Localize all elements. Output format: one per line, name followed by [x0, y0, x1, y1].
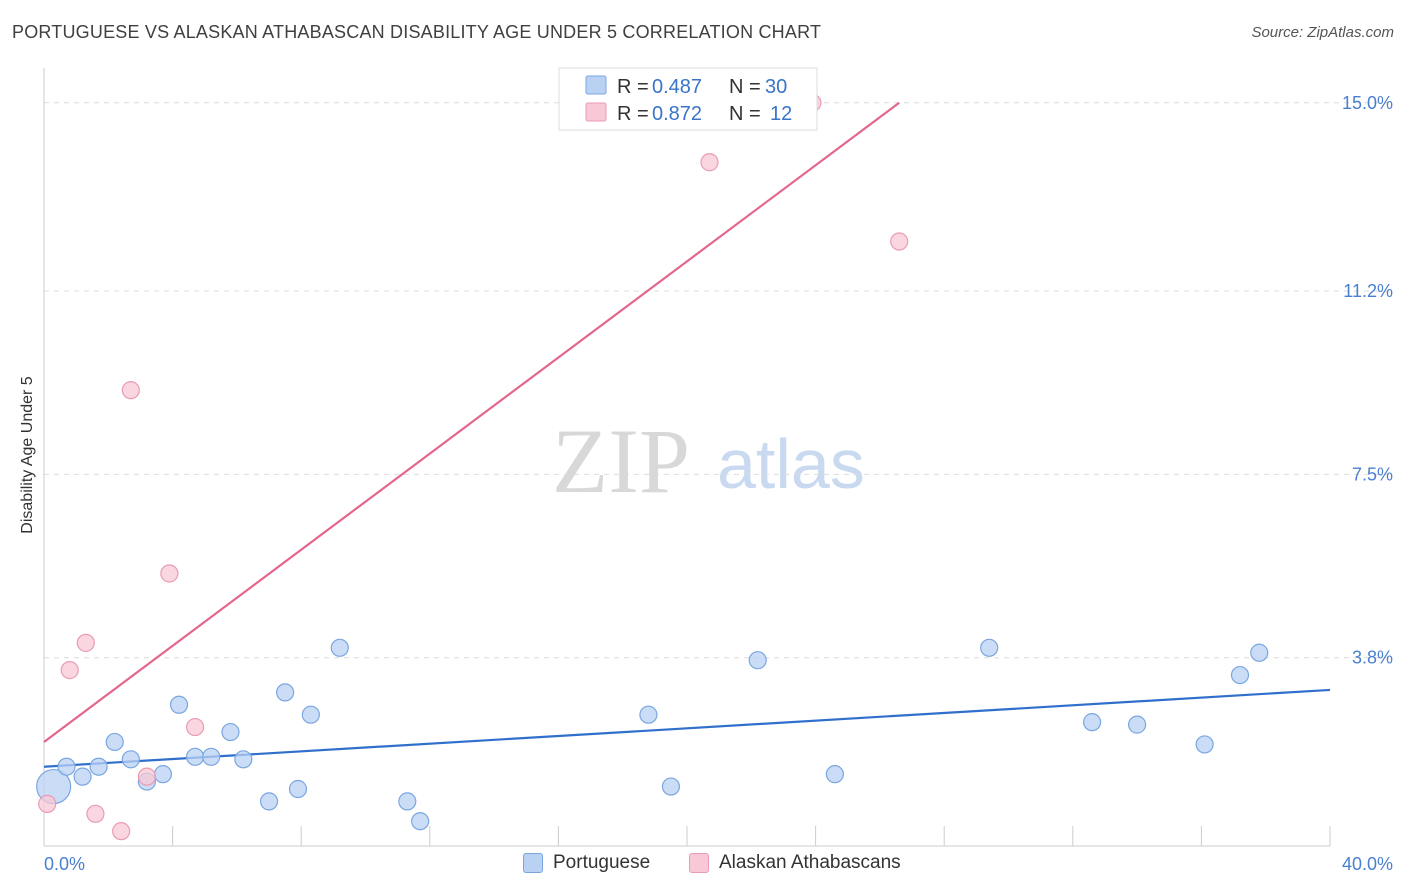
y-tick-label: 11.2%	[1343, 281, 1393, 301]
portuguese-point	[1250, 643, 1269, 662]
portuguese-point	[73, 767, 92, 786]
portuguese-point	[105, 732, 124, 752]
alaskan-point	[160, 564, 179, 583]
alaskan-trend-line	[43, 101, 900, 743]
legend-r-label-2: R =	[617, 103, 649, 125]
portuguese-point	[748, 651, 767, 670]
stats-legend: R = 0.487 N = 30 R = 0.872 N = 12	[558, 67, 818, 131]
legend-r-label-1: R =	[617, 76, 649, 98]
legend-n-label-2: N =	[729, 103, 761, 125]
portuguese-point	[169, 695, 189, 714]
legend-r-value-1: 0.487	[652, 76, 702, 98]
portuguese-label: Portuguese	[553, 852, 651, 873]
portuguese-point	[301, 705, 320, 724]
x-tick-label-min: 0.0%	[44, 854, 85, 874]
alaskan-point	[38, 794, 57, 813]
legend-swatch-portuguese	[585, 75, 607, 95]
series-legend-alaskan: Alaskan Athabascans	[689, 852, 901, 874]
portuguese-point	[1082, 713, 1102, 732]
legend-n-value-1: 30	[765, 76, 787, 98]
portuguese-trend-line	[43, 688, 1331, 768]
portuguese-point	[411, 812, 430, 831]
portuguese-point	[221, 722, 240, 742]
alaskan-label: Alaskan Athabascans	[719, 852, 901, 873]
portuguese-point	[825, 765, 844, 784]
series-legend: Portuguese Alaskan Athabascans	[0, 852, 1406, 878]
portuguese-point	[980, 638, 999, 657]
x-tick-label-max: 40.0%	[1342, 854, 1393, 874]
alaskan-point	[76, 633, 95, 652]
portuguese-point	[186, 747, 205, 766]
portuguese-swatch	[523, 853, 543, 873]
y-tick-label: 15.0%	[1342, 93, 1393, 113]
portuguese-point	[121, 750, 140, 769]
portuguese-point	[259, 792, 279, 811]
portuguese-point	[288, 779, 308, 799]
alaskan-point	[137, 767, 156, 786]
portuguese-point	[153, 765, 173, 784]
watermark-atlas: atlas	[717, 425, 865, 503]
source-credit: Source: ZipAtlas.com	[1251, 24, 1394, 41]
legend-r-value-2: 0.872	[652, 103, 702, 125]
alaskan-point	[186, 717, 205, 737]
chart-title: PORTUGUESE VS ALASKAN ATHABASCAN DISABIL…	[12, 22, 822, 42]
portuguese-point	[639, 705, 658, 724]
portuguese-point	[57, 757, 76, 776]
portuguese-point	[1127, 715, 1147, 734]
portuguese-point	[202, 747, 221, 766]
legend-n-label-1: N =	[729, 76, 761, 98]
alaskan-point	[86, 804, 105, 823]
watermark: ZIP atlas	[552, 410, 865, 512]
portuguese-point	[1230, 665, 1250, 685]
alaskan-point	[890, 232, 909, 251]
portuguese-point	[276, 683, 295, 702]
legend-swatch-alaskan	[585, 102, 607, 122]
alaskan-swatch	[689, 853, 709, 873]
watermark-zip: ZIP	[552, 410, 690, 512]
portuguese-point	[1195, 735, 1214, 754]
alaskan-point	[700, 153, 719, 172]
y-tick-label: 7.5%	[1352, 464, 1393, 484]
portuguese-point	[398, 792, 417, 811]
series-legend-portuguese: Portuguese	[523, 852, 650, 874]
y-tick-label: 3.8%	[1352, 648, 1393, 668]
tick-labels: 3.8% 7.5% 11.2% 15.0% 0.0% 40.0%	[44, 93, 1393, 874]
portuguese-point	[330, 638, 349, 657]
alaskan-point	[60, 661, 79, 680]
portuguese-point	[234, 750, 253, 769]
alaskan-point	[112, 822, 131, 841]
portuguese-point	[89, 757, 108, 776]
grid-lines	[44, 102, 1392, 659]
data-points	[36, 93, 1269, 841]
portuguese-point	[661, 777, 681, 796]
alaskan-point	[121, 381, 140, 400]
legend-n-value-2: 12	[770, 103, 792, 125]
axes	[43, 68, 1331, 847]
trend-lines	[43, 101, 1331, 768]
